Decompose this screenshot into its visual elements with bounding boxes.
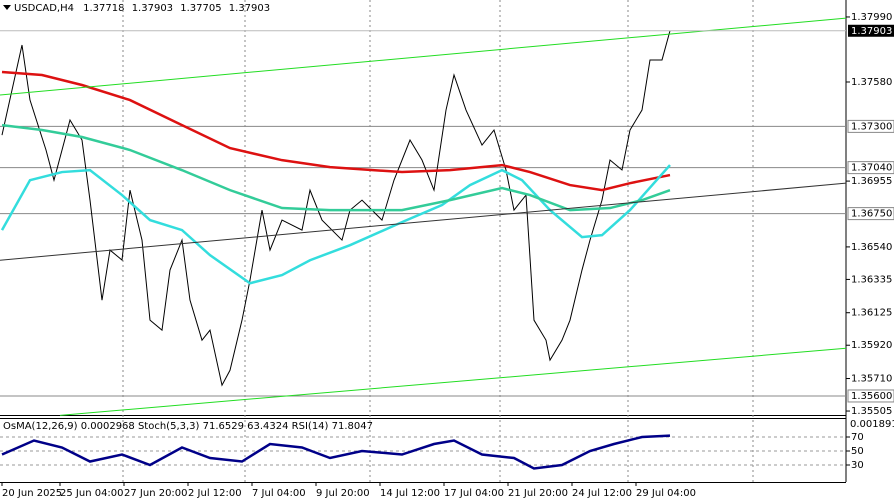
last-price-box (848, 24, 894, 37)
y-tick-label: 70 (851, 432, 864, 443)
x-tick-label: 9 Jul 20:00 (316, 488, 370, 499)
symbol: USDCAD,H4 (14, 3, 74, 14)
y-tick-label: 1.36335 (851, 274, 892, 285)
level-label: 1.36750 (851, 209, 892, 220)
ohlc-high: 1.37903 (132, 3, 173, 14)
y-tick-label: 50 (851, 446, 864, 457)
x-tick-label: 29 Jul 04:00 (636, 488, 696, 499)
chart-header: USDCAD,H4 1.37718 1.37903 1.37705 1.3790… (14, 3, 270, 14)
y-tick-label: 1.37990 (851, 12, 892, 23)
osma-max-label: 0.001891 (850, 419, 894, 430)
y-tick-label: 1.35920 (851, 340, 892, 351)
level-label: 1.37040 (851, 163, 892, 174)
x-tick-label: 25 Jun 04:00 (60, 488, 124, 499)
level-label-box (847, 207, 894, 221)
y-tick-label: 1.36540 (851, 242, 892, 253)
y-tick-label: 30 (851, 460, 864, 471)
x-tick-label: 2 Jul 12:00 (188, 488, 242, 499)
indicator-line (1, 434, 671, 470)
last-price-label: 1.37903 (851, 26, 892, 37)
y-tick-label: 1.35710 (851, 374, 892, 385)
level-label: 1.35600 (851, 391, 892, 402)
x-tick-label: 27 Jun 20:00 (124, 488, 188, 499)
x-tick-label: 24 Jul 12:00 (572, 488, 632, 499)
x-tick-label: 7 Jul 04:00 (252, 488, 306, 499)
y-tick-label: 1.36125 (851, 308, 892, 319)
level-label: 1.37300 (851, 121, 892, 132)
y-tick-label: 1.36955 (851, 176, 892, 187)
indicator-line (0, 182, 847, 261)
indicator-line (1, 70, 671, 192)
indicator-line (59, 347, 847, 416)
ohlc-close: 1.37903 (229, 3, 270, 14)
x-tick-label: 14 Jul 12:00 (380, 488, 440, 499)
level-label-box (847, 161, 894, 175)
ohlc-low: 1.37705 (180, 3, 221, 14)
level-label-box (847, 119, 894, 133)
menu-arrow[interactable] (3, 5, 11, 10)
x-tick-label: 17 Jul 04:00 (444, 488, 504, 499)
x-tick-label: 20 Jun 2025 (2, 488, 62, 499)
price-line (1, 30, 671, 387)
x-tick-label: 21 Jul 20:00 (508, 488, 568, 499)
indicator-line (1, 123, 671, 212)
level-label-box (847, 389, 894, 403)
indicator-header: OsMA(12,26,9) 0.0002968 Stoch(5,3,3) 71.… (3, 421, 373, 432)
y-tick-label: 1.37580 (851, 77, 892, 88)
indicator-line (0, 164, 671, 285)
y-tick-label: 1.35505 (851, 406, 892, 417)
ohlc-open: 1.37718 (83, 3, 124, 14)
